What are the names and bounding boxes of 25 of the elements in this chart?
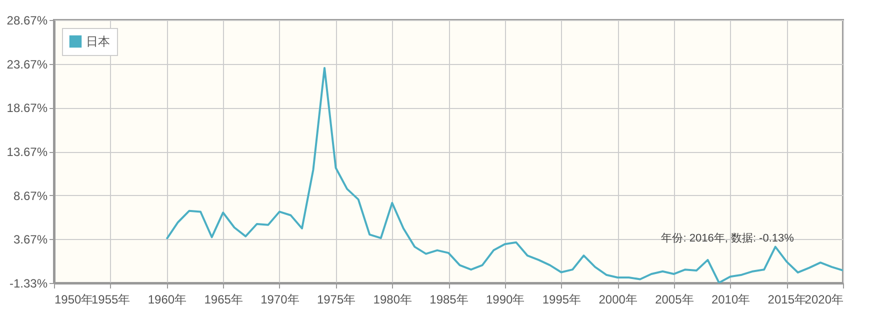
x-tick-label: 1965年	[204, 292, 243, 306]
line-series	[166, 66, 843, 283]
x-tick-label: 2010年	[711, 292, 750, 306]
y-tick-label: 3.67%	[13, 232, 48, 247]
y-tick-label: 28.67%	[6, 14, 48, 28]
legend-label: 日本	[86, 34, 110, 48]
y-tick-label: 8.67%	[13, 188, 48, 203]
x-tick-label: 1970年	[260, 292, 300, 306]
x-tick-label: 1955年	[92, 292, 130, 306]
x-tick-label: 2005年	[655, 292, 694, 306]
y-tick-label: -1.33%	[9, 276, 48, 290]
x-tick-label: 1995年	[542, 292, 582, 306]
x-tick-label: 1975年	[316, 292, 356, 306]
y-tick-label: 23.67%	[6, 57, 48, 72]
x-tick-label: 2020年	[804, 292, 844, 306]
y-tick-label: 13.67%	[6, 145, 48, 159]
y-tick-label: 18.67%	[6, 101, 48, 116]
x-tick-label: 1960年	[148, 292, 187, 306]
x-tick-label: 1950年	[54, 292, 94, 306]
annotation: 年份: 2016年, 数据: -0.13%	[661, 232, 794, 244]
x-tick-label: 1980年	[373, 292, 412, 306]
x-tick-label: 2000年	[598, 292, 638, 306]
x-tick-label: 1985年	[430, 292, 468, 306]
x-tick-label: 2015年	[768, 292, 806, 306]
x-tick-label: 1990年	[486, 292, 525, 306]
